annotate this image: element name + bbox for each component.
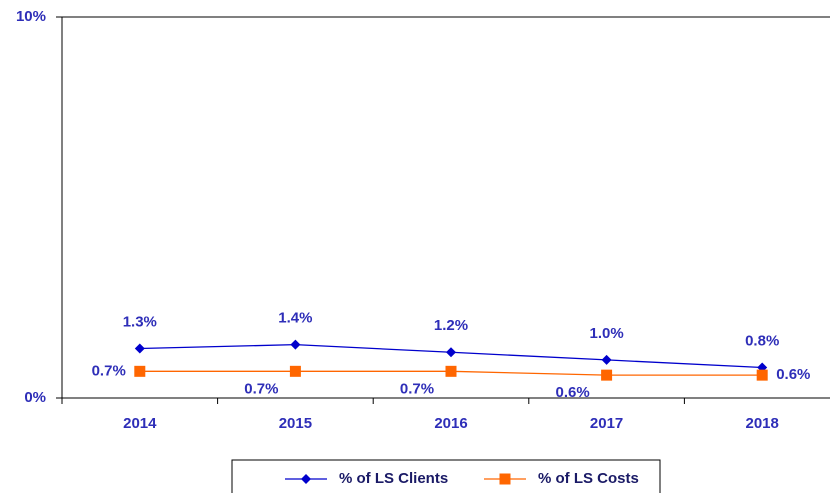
legend-label: % of LS Costs [538,470,639,487]
data-label: 1.4% [278,310,312,327]
data-label: 0.7% [92,362,126,379]
data-label: 0.7% [400,380,434,397]
y-tick-label: 10% [16,8,46,25]
legend-marker [301,474,311,484]
data-point [289,365,301,377]
data-label: 1.3% [123,313,157,330]
data-label: 0.6% [555,384,589,401]
x-tick-label: 2016 [434,415,467,432]
data-label: 0.7% [244,380,278,397]
data-point [601,354,612,365]
y-tick-label: 0% [24,389,46,406]
data-point [446,347,456,358]
legend-marker [499,473,511,485]
data-label: 1.0% [589,325,623,342]
data-point [445,365,457,377]
data-point [601,369,613,381]
legend-box [231,459,661,493]
data-point [290,339,301,350]
x-tick-label: 2015 [279,415,312,432]
data-point [134,365,146,377]
data-label: 0.8% [745,332,779,349]
data-point [756,369,768,381]
data-point [134,343,145,354]
x-tick-label: 2017 [590,415,623,432]
legend-label: % of LS Clients [339,470,448,487]
x-tick-label: 2018 [746,415,779,432]
data-label: 1.2% [434,317,468,334]
data-label: 0.6% [776,366,810,383]
x-tick-label: 2014 [123,415,157,432]
